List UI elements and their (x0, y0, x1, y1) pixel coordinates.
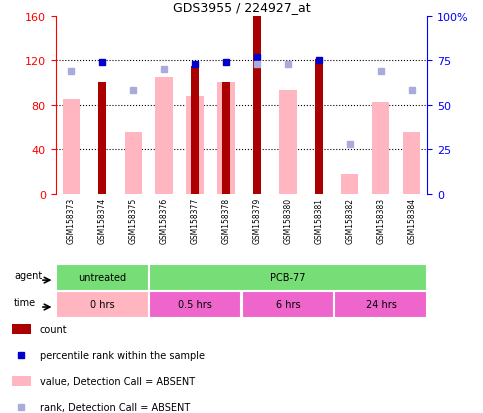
Text: GSM158383: GSM158383 (376, 197, 385, 244)
Text: GSM158373: GSM158373 (67, 197, 75, 244)
Title: GDS3955 / 224927_at: GDS3955 / 224927_at (173, 1, 310, 14)
Text: GSM158379: GSM158379 (253, 197, 261, 244)
Bar (372, 103, 389, 194)
Bar (253, 17, 261, 194)
Bar (12, 325, 30, 334)
Bar (156, 78, 172, 194)
Text: GSM158374: GSM158374 (98, 197, 107, 244)
Text: percentile rank within the sample: percentile rank within the sample (40, 350, 205, 361)
Text: GSM158381: GSM158381 (314, 197, 324, 244)
Text: 0 hrs: 0 hrs (90, 299, 114, 310)
Bar (149, 264, 427, 291)
Bar (56, 264, 149, 291)
Bar (12, 377, 30, 386)
Text: 24 hrs: 24 hrs (366, 299, 397, 310)
Bar (125, 133, 142, 194)
Bar (242, 291, 334, 318)
Text: GSM158377: GSM158377 (190, 197, 199, 244)
Text: time: time (14, 297, 36, 307)
Text: GSM158376: GSM158376 (159, 197, 169, 244)
Text: 6 hrs: 6 hrs (276, 299, 300, 310)
Text: count: count (40, 325, 68, 335)
Bar (314, 60, 323, 194)
Bar (186, 97, 203, 194)
Text: GSM158384: GSM158384 (408, 197, 416, 244)
Text: GSM158378: GSM158378 (222, 197, 230, 244)
Bar (334, 291, 427, 318)
Bar (222, 83, 230, 194)
Bar (56, 291, 149, 318)
Text: agent: agent (14, 270, 42, 280)
Text: value, Detection Call = ABSENT: value, Detection Call = ABSENT (40, 376, 195, 386)
Bar (403, 133, 421, 194)
Bar (98, 83, 106, 194)
Bar (280, 91, 297, 194)
Text: GSM158375: GSM158375 (128, 197, 138, 244)
Bar (62, 100, 80, 194)
Text: 0.5 hrs: 0.5 hrs (178, 299, 212, 310)
Text: untreated: untreated (78, 273, 126, 283)
Text: rank, Detection Call = ABSENT: rank, Detection Call = ABSENT (40, 402, 190, 412)
Bar (341, 174, 358, 194)
Bar (191, 66, 199, 194)
Text: GSM158380: GSM158380 (284, 197, 293, 244)
Bar (149, 291, 242, 318)
Text: PCB-77: PCB-77 (270, 273, 306, 283)
Bar (217, 83, 235, 194)
Text: GSM158382: GSM158382 (345, 197, 355, 244)
